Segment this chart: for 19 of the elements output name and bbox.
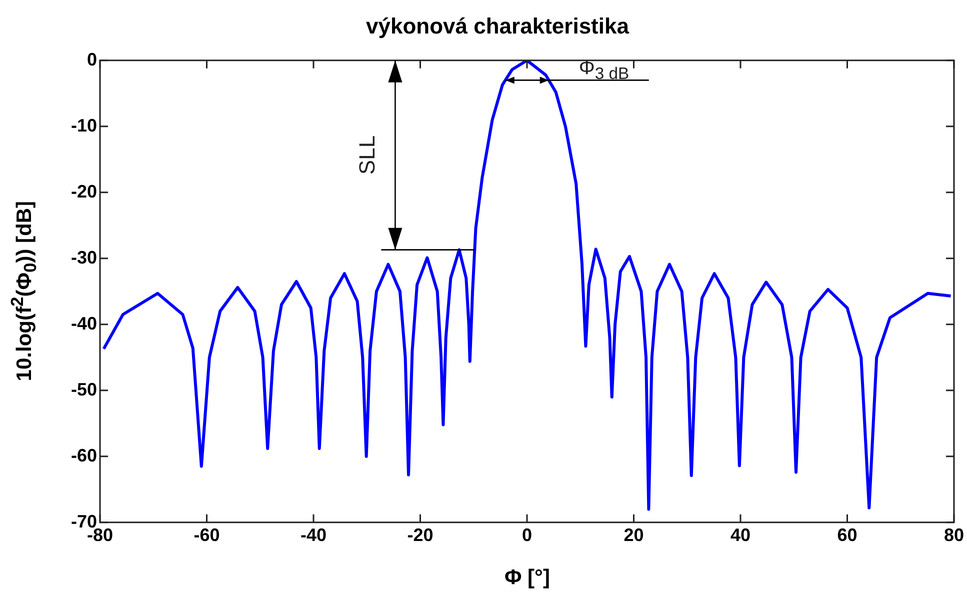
- y-tick-label: 0: [86, 49, 97, 70]
- y-tick-label: -60: [70, 445, 97, 466]
- x-tick-label: 20: [624, 525, 644, 546]
- y-tick-label: -40: [70, 313, 97, 334]
- y-tick-label: -30: [70, 247, 97, 268]
- x-tick-label: 60: [837, 525, 858, 546]
- annotation: SLL: [354, 136, 380, 175]
- x-tick-label: 80: [944, 525, 964, 546]
- x-tick-label: -40: [300, 525, 327, 546]
- y-tick-label: -50: [70, 379, 97, 400]
- x-tick-label: 40: [730, 525, 751, 546]
- chart-title: výkonová charakteristika: [366, 13, 630, 38]
- x-tick-label: 0: [522, 525, 532, 546]
- x-tick-label: -60: [194, 525, 220, 546]
- y-tick-label: -10: [70, 115, 97, 136]
- annotation: Φ$_{3 dB}$: [578, 57, 630, 84]
- x-axis-title: Φ [°]: [504, 566, 550, 590]
- x-tick-label: -20: [407, 525, 434, 546]
- y-tick-label: -20: [70, 181, 97, 202]
